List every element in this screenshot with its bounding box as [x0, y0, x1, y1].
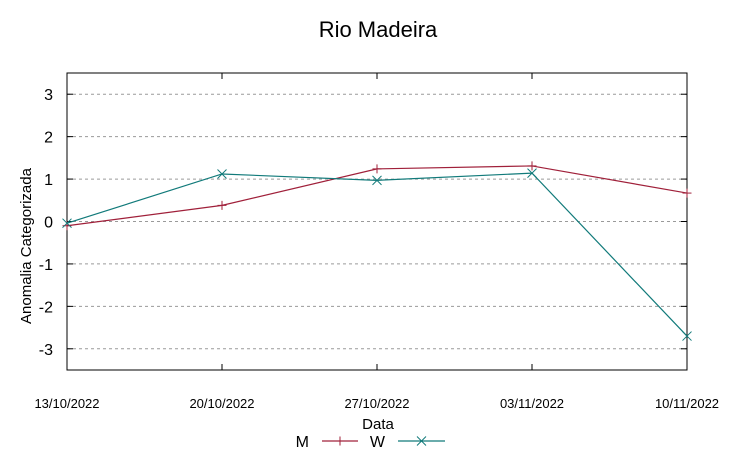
data-point [682, 331, 692, 341]
legend-label: M [296, 434, 309, 451]
x-axis-label: Data [362, 416, 394, 433]
data-point [682, 188, 692, 198]
data-point [527, 161, 537, 171]
data-point [527, 168, 537, 178]
x-tick-label: 27/10/2022 [344, 396, 409, 411]
x-axis-ticks: 13/10/2022 20/10/2022 27/10/2022 03/11/2022… [34, 73, 719, 411]
data-point [372, 164, 382, 174]
data-point [217, 200, 227, 210]
x-tick-label: 13/10/2022 [34, 396, 99, 411]
x-tick-label: 03/11/2022 [500, 396, 564, 411]
data-point [62, 218, 72, 229]
y-tick-label: 1 [44, 172, 53, 189]
y-tick-label: -1 [39, 257, 53, 274]
series-line-m [66, 165, 688, 227]
x-tick-label: 10/11/2022 [655, 396, 719, 411]
y-axis-ticks: 3 2 1 0 -1 -2 -3 [39, 87, 687, 359]
grid [67, 93, 687, 350]
series-line-w [66, 172, 688, 337]
legend-label: W [370, 434, 386, 451]
data-point [416, 436, 427, 446]
data-point [372, 175, 382, 186]
y-tick-label: 0 [44, 215, 53, 232]
y-tick-label: -3 [39, 342, 53, 359]
data-point [217, 169, 227, 179]
y-tick-label: 2 [44, 130, 53, 147]
series-group [62, 161, 692, 341]
y-tick-label: 3 [44, 87, 53, 104]
y-tick-label: -2 [39, 299, 53, 316]
data-point [335, 436, 345, 446]
y-axis-label: Anomalia Categorizada [18, 167, 35, 324]
x-tick-label: 20/10/2022 [189, 396, 254, 411]
chart-title: Rio Madeira [319, 17, 438, 42]
